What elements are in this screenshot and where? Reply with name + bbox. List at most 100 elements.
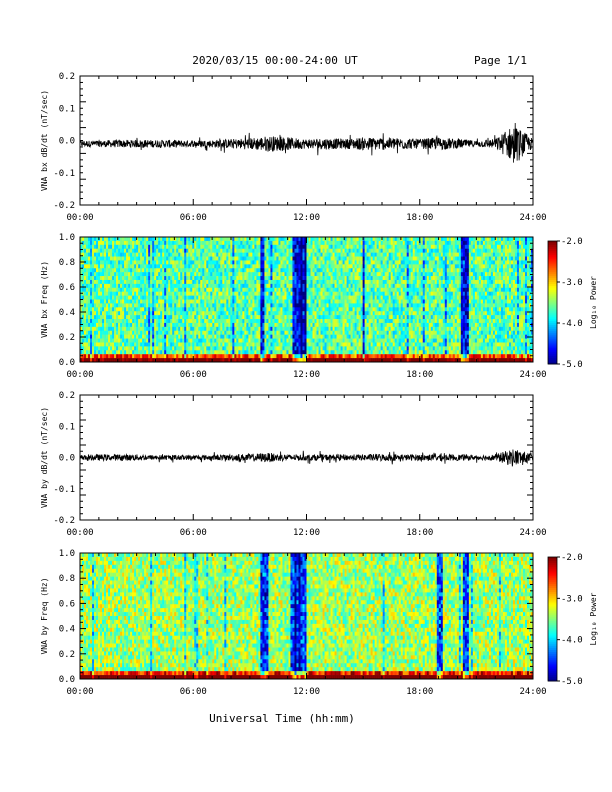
spectrogram-cell <box>350 283 353 289</box>
spectrogram-cell <box>306 283 309 289</box>
spectrogram-cell <box>284 358 287 363</box>
spectrogram-cell <box>332 237 335 242</box>
spectrogram-cell <box>244 315 247 320</box>
spectrogram-cell <box>216 237 219 242</box>
spectrogram-cell <box>330 315 333 320</box>
spectrogram-cell <box>328 244 331 250</box>
spectrogram-cell <box>146 354 149 359</box>
spectrogram-cell <box>236 295 239 300</box>
spectrogram-cell <box>144 264 147 269</box>
spectrogram-cell <box>124 268 127 273</box>
spectrogram-cell <box>300 350 303 355</box>
spectrogram-cell <box>140 279 143 285</box>
spectrogram-cell <box>326 279 329 285</box>
spectrogram-cell <box>98 256 101 261</box>
spectrogram-cell <box>114 279 117 285</box>
spectrogram-cell <box>84 279 87 285</box>
spectrogram-cell <box>250 299 253 304</box>
spectrogram-cell <box>246 307 249 312</box>
spectrogram-cell <box>318 350 321 355</box>
spectrogram-cell <box>100 287 103 292</box>
spectrogram-cell <box>354 295 357 300</box>
spectrogram-cell <box>110 311 113 316</box>
spectrogram-cell <box>354 283 357 289</box>
spectrogram-cell <box>204 268 207 273</box>
spectrogram-cell <box>298 237 301 242</box>
spectrogram-cell <box>162 272 165 277</box>
spectrogram-cell <box>282 311 285 316</box>
spectrogram-cell <box>198 338 201 343</box>
spectrogram-cell <box>96 322 99 328</box>
spectrogram-cell <box>368 291 371 296</box>
spectrogram-cell <box>224 319 227 324</box>
spectrogram-cell <box>308 283 311 289</box>
spectrogram-cell <box>268 264 271 269</box>
spectrogram-cell <box>356 252 359 257</box>
spectrogram-cell <box>142 237 145 242</box>
spectrogram-cell <box>336 326 339 332</box>
spectrogram-cell <box>358 299 361 304</box>
spectrogram-cell <box>304 244 307 250</box>
spectrogram-cell <box>164 346 167 351</box>
spectrogram-cell <box>190 260 193 265</box>
spectrogram-cell <box>258 291 261 296</box>
spectrogram-cell <box>344 322 347 328</box>
spectrogram-cell <box>374 307 377 312</box>
spectrogram-cell <box>164 342 167 347</box>
spectrogram-cell <box>246 237 249 242</box>
spectrogram-cell <box>218 299 221 304</box>
spectrogram-cell <box>314 276 317 281</box>
spectrogram-cell <box>120 295 123 300</box>
spectrogram-cell <box>134 244 137 250</box>
spectrogram-cell <box>148 287 151 292</box>
spectrogram-cell <box>228 358 231 363</box>
spectrogram-cell <box>280 358 283 363</box>
spectrogram-cell <box>136 252 139 257</box>
spectrogram-cell <box>304 287 307 292</box>
spectrogram-cell <box>162 354 165 359</box>
spectrogram-cell <box>346 260 349 265</box>
spectrogram-cell <box>228 268 231 273</box>
spectrogram-cell <box>154 240 157 246</box>
spectrogram-cell <box>188 299 191 304</box>
spectrogram-cell <box>272 295 275 300</box>
spectrogram-cell <box>280 322 283 328</box>
spectrogram-cell <box>260 264 263 269</box>
spectrogram-cell <box>272 338 275 343</box>
spectrogram-cell <box>226 338 229 343</box>
spectrogram-cell <box>294 330 297 335</box>
spectrogram-cell <box>300 322 303 328</box>
spectrogram-cell <box>296 272 299 277</box>
spectrogram-cell <box>130 358 133 363</box>
spectrogram-cell <box>94 350 97 355</box>
spectrogram-cell <box>96 244 99 250</box>
spectrogram-cell <box>300 303 303 308</box>
spectrogram-cell <box>230 350 233 355</box>
spectrogram-cell <box>270 338 273 343</box>
spectrogram-cell <box>368 334 371 339</box>
spectrogram-cell <box>300 319 303 324</box>
spectrogram-cell <box>178 346 181 351</box>
spectrogram-cell <box>176 338 179 343</box>
spectrogram-cell <box>154 295 157 300</box>
spectrogram-cell <box>368 303 371 308</box>
spectrogram-cell <box>256 354 259 359</box>
spectrogram-cell <box>276 315 279 320</box>
spectrogram-cell <box>320 276 323 281</box>
spectrogram-cell <box>364 334 367 339</box>
spectrogram-cell <box>152 283 155 289</box>
spectrogram-cell <box>294 295 297 300</box>
spectrogram-cell <box>214 303 217 308</box>
spectrogram-cell <box>214 252 217 257</box>
spectrogram-cell <box>148 268 151 273</box>
spectrogram-cell <box>180 299 183 304</box>
spectrogram-cell <box>100 272 103 277</box>
spectrogram-cell <box>354 307 357 312</box>
spectrogram-cell <box>182 237 185 242</box>
spectrogram-cell <box>226 299 229 304</box>
spectrogram-cell <box>182 334 185 339</box>
spectrogram-cell <box>178 350 181 355</box>
spectrogram-cell <box>362 276 365 281</box>
spectrogram-cell <box>210 279 213 285</box>
spectrogram-cell <box>246 334 249 339</box>
